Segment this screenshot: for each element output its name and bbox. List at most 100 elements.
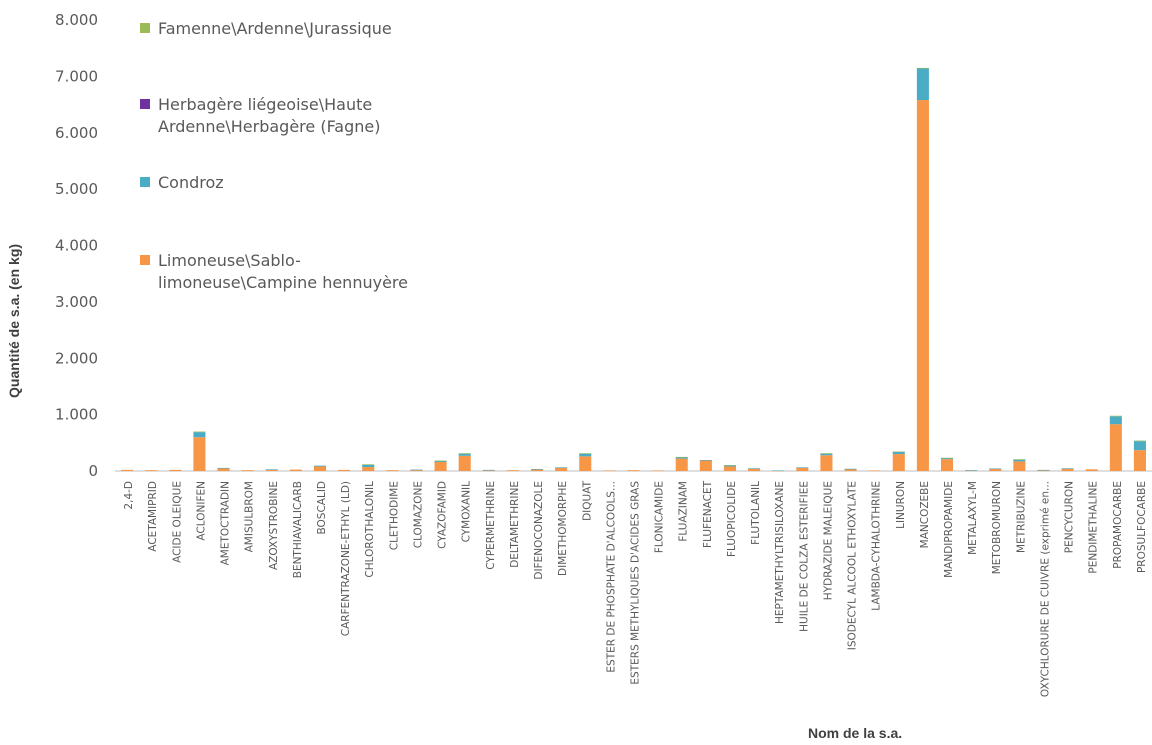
legend-label-famenne: Famenne\Ardenne\Jurassique xyxy=(158,19,392,38)
legend-item-famenne: Famenne\Ardenne\Jurassique xyxy=(140,18,392,40)
bar-segment xyxy=(193,431,206,433)
bar-segment xyxy=(940,458,954,460)
bar-segment xyxy=(989,468,1002,471)
bar-segment xyxy=(362,464,375,468)
bar-segment xyxy=(892,454,905,471)
bar-segment xyxy=(1061,468,1074,469)
y-tick-label: 6.000 xyxy=(55,124,98,142)
x-tick-label: FLONICAMIDE xyxy=(654,481,666,553)
bar-segment xyxy=(1061,468,1074,471)
legend-swatch-limoneuse xyxy=(140,255,150,265)
bar-segment xyxy=(265,469,278,471)
bar-segment xyxy=(868,470,881,472)
bar-segment xyxy=(844,469,857,471)
bar-segment xyxy=(555,467,568,471)
y-tick-label: 1.000 xyxy=(55,406,98,424)
bar-segment xyxy=(1133,441,1146,451)
x-tick-label: ESTERS METHYLIQUES D'ACIDES GRAS xyxy=(630,481,642,685)
y-axis-label: Quantité de s.a. (en kg) xyxy=(6,243,22,398)
x-tick-label: OXYCHLORURE DE CUIVRE (exprimé en... xyxy=(1039,481,1051,697)
bar-segment xyxy=(820,455,833,471)
y-tick-label: 5.000 xyxy=(55,180,98,198)
x-tick-label: METOBROMURON xyxy=(991,481,1003,574)
bar-segment xyxy=(1133,440,1146,442)
bar-segment xyxy=(627,470,640,471)
bar-segment xyxy=(410,469,423,471)
bar-segment xyxy=(723,466,736,471)
bar-segment xyxy=(434,460,447,462)
x-tick-label: LAMBDA-CYHALOTHRINE xyxy=(871,481,883,611)
x-tick-label: CYAZOFAMID xyxy=(437,481,449,549)
bar-segment xyxy=(531,469,544,470)
x-tick-label: ESTER DE PHOSPHATE D'ALCOOLS... xyxy=(605,481,617,673)
bar-segment xyxy=(1109,424,1122,471)
x-tick-label: DELTAMETHRINE xyxy=(509,481,521,568)
x-tick-label: AMETOCTRADIN xyxy=(220,481,232,565)
x-axis-label: Nom de la s.a. xyxy=(808,725,903,741)
x-tick-label: DIFENOCONAZOLE xyxy=(533,481,545,580)
x-tick-label: PROSULFOCARBE xyxy=(1136,481,1148,573)
x-tick-label: CLOMAZONE xyxy=(412,481,424,548)
bar-segment xyxy=(1109,416,1122,425)
bar-segment xyxy=(362,467,375,471)
x-tick-label: FLUOPICOLIDE xyxy=(726,481,738,557)
x-tick-label: HYDRAZIDE MALEIQUE xyxy=(822,481,834,600)
x-tick-label: METRIBUZINE xyxy=(1015,481,1027,553)
bar-segment xyxy=(313,465,327,467)
x-tick-label: BENTHIAVALICARB xyxy=(292,481,304,578)
x-tick-label: CHLOROTHALONIL xyxy=(364,481,376,578)
bar-segment xyxy=(313,466,327,471)
bar-segment xyxy=(892,451,905,453)
bar-segment xyxy=(965,470,978,471)
x-tick-label: BOSCALID xyxy=(316,481,328,535)
bar-segment xyxy=(723,465,736,467)
x-tick-label: LINURON xyxy=(895,481,907,529)
bar-segment xyxy=(820,453,833,454)
x-tick-label: CYMOXANIL xyxy=(461,481,473,543)
legend-swatch-herbagere xyxy=(140,99,150,109)
bar-segment xyxy=(482,469,495,471)
x-tick-label: FLUAZINAM xyxy=(678,481,690,542)
bar-segment xyxy=(699,460,712,471)
bar-segment xyxy=(844,468,857,470)
bar-segment xyxy=(940,459,954,471)
bar-segment xyxy=(989,468,1002,470)
bar-segment xyxy=(796,467,809,468)
bar-segment xyxy=(217,467,230,469)
bar-segment xyxy=(675,457,688,459)
x-tick-label: FLUFENACET xyxy=(702,480,714,548)
legend-label-limoneuse: Limoneuse\Sablo-limoneuse\Campine hennuy… xyxy=(158,251,408,292)
x-tick-label: PENDIMETHALINE xyxy=(1088,481,1100,574)
x-tick-label: DIMETHOMORPHE xyxy=(557,481,569,576)
x-axis-ticks: 2,4-D ACETAMIPRID ACIDE OLEIQUE ACLONIFEN AM… xyxy=(123,480,1148,697)
bar-segment xyxy=(651,470,664,472)
bar-segment xyxy=(265,469,278,470)
x-tick-label: MANDIPROPAMIDE xyxy=(943,481,955,578)
bars xyxy=(121,67,1146,472)
y-tick-label: 0 xyxy=(88,462,98,480)
bar-segment xyxy=(1037,469,1050,471)
y-tick-label: 2.000 xyxy=(55,349,98,367)
y-axis-ticks: 0 1.000 2.000 3.000 4.000 5.000 6.000 7.000 8.00… xyxy=(55,11,98,480)
legend-label-condroz: Condroz xyxy=(158,173,224,192)
y-tick-label: 7.000 xyxy=(55,67,98,85)
bar-segment xyxy=(289,469,302,471)
x-tick-label: AZOXYSTROBINE xyxy=(268,481,280,570)
legend-swatch-condroz xyxy=(140,177,150,187)
bar-segment xyxy=(748,468,761,469)
bar-segment xyxy=(772,470,785,472)
x-tick-label: MANCOZEBE xyxy=(919,481,931,548)
x-tick-label: ACIDE OLEIQUE xyxy=(171,481,183,563)
bar-segment xyxy=(916,100,929,472)
x-tick-label: DIQUAT xyxy=(581,480,593,520)
x-tick-label: CLETHODIME xyxy=(388,481,400,550)
bar-segment xyxy=(1109,415,1122,417)
y-tick-label: 3.000 xyxy=(55,293,98,311)
bar-segment xyxy=(531,469,544,471)
y-tick-label: 4.000 xyxy=(55,237,98,255)
x-tick-label: AMISULBROM xyxy=(244,481,256,552)
bar-segment xyxy=(603,470,616,472)
legend-label-herbagere: Herbagère liégeoise\Haute Ardenne\Herbag… xyxy=(158,95,381,136)
legend-item-herbagere: Herbagère liégeoise\Haute Ardenne\Herbag… xyxy=(140,94,450,138)
x-tick-label: CARFENTRAZONE-ETHYL (LD) xyxy=(340,481,352,636)
